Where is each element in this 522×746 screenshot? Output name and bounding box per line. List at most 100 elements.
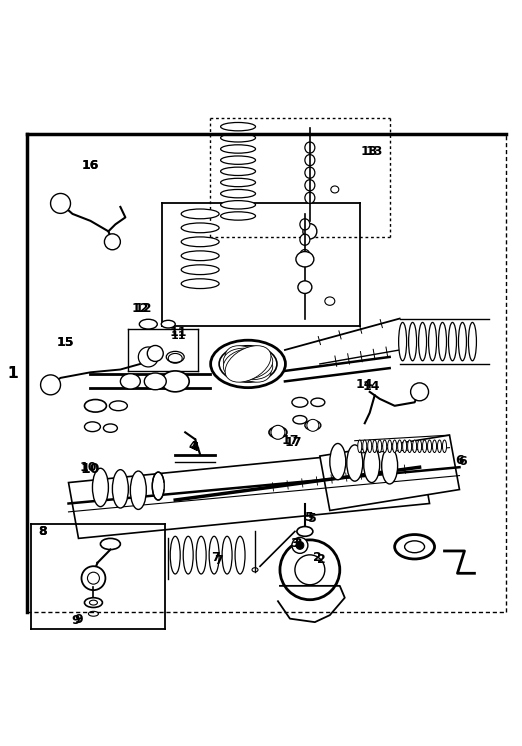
Ellipse shape — [402, 440, 407, 453]
Ellipse shape — [458, 322, 467, 361]
Circle shape — [88, 572, 99, 584]
Polygon shape — [68, 448, 430, 539]
Text: 13: 13 — [361, 145, 378, 157]
Ellipse shape — [152, 472, 164, 500]
Ellipse shape — [221, 156, 255, 164]
Ellipse shape — [235, 536, 245, 574]
Ellipse shape — [225, 345, 271, 382]
Ellipse shape — [161, 371, 189, 392]
Ellipse shape — [305, 142, 315, 153]
Ellipse shape — [330, 443, 346, 480]
Ellipse shape — [221, 134, 255, 142]
Text: 11: 11 — [171, 331, 186, 341]
Text: 7: 7 — [213, 554, 222, 567]
Ellipse shape — [92, 468, 109, 507]
Ellipse shape — [112, 470, 128, 508]
Text: 11: 11 — [170, 326, 187, 339]
Ellipse shape — [297, 527, 313, 536]
Ellipse shape — [221, 178, 255, 186]
Text: 14: 14 — [363, 380, 381, 393]
Ellipse shape — [222, 536, 232, 574]
Ellipse shape — [161, 320, 175, 328]
Polygon shape — [278, 586, 345, 622]
Ellipse shape — [412, 440, 417, 453]
Ellipse shape — [399, 322, 407, 361]
Text: 17: 17 — [284, 436, 302, 448]
Text: 6: 6 — [455, 454, 464, 467]
Ellipse shape — [298, 281, 312, 293]
Ellipse shape — [418, 440, 422, 453]
Ellipse shape — [305, 421, 321, 430]
Circle shape — [295, 555, 325, 585]
Ellipse shape — [221, 145, 255, 153]
Ellipse shape — [300, 219, 310, 230]
Text: 3: 3 — [293, 537, 302, 551]
Ellipse shape — [88, 611, 99, 616]
Ellipse shape — [103, 424, 117, 433]
Ellipse shape — [130, 471, 146, 510]
Text: 1: 1 — [7, 366, 18, 380]
Ellipse shape — [223, 348, 272, 380]
Ellipse shape — [395, 535, 434, 559]
Ellipse shape — [311, 398, 325, 407]
Ellipse shape — [305, 192, 315, 204]
Ellipse shape — [221, 122, 255, 131]
Ellipse shape — [211, 340, 286, 388]
Ellipse shape — [221, 189, 255, 198]
Ellipse shape — [325, 297, 335, 305]
Text: 12: 12 — [135, 301, 152, 315]
Ellipse shape — [383, 440, 387, 453]
Circle shape — [41, 375, 61, 395]
Ellipse shape — [433, 440, 436, 453]
Ellipse shape — [121, 374, 140, 389]
Text: 10: 10 — [81, 462, 100, 476]
Text: 1: 1 — [7, 366, 18, 380]
Circle shape — [271, 425, 285, 439]
Ellipse shape — [363, 440, 367, 453]
Text: 15: 15 — [57, 336, 74, 349]
Circle shape — [411, 383, 429, 401]
Polygon shape — [320, 435, 459, 510]
Ellipse shape — [181, 209, 219, 219]
Ellipse shape — [221, 201, 255, 209]
Text: 7: 7 — [211, 551, 219, 565]
Ellipse shape — [358, 440, 362, 453]
Ellipse shape — [378, 440, 382, 453]
Ellipse shape — [468, 322, 477, 361]
Ellipse shape — [388, 440, 392, 453]
Circle shape — [280, 540, 340, 600]
Text: 13: 13 — [366, 145, 383, 157]
Ellipse shape — [367, 440, 372, 453]
Ellipse shape — [305, 167, 315, 178]
Ellipse shape — [443, 440, 446, 453]
Ellipse shape — [382, 448, 398, 484]
Ellipse shape — [438, 322, 446, 361]
Text: 4: 4 — [189, 440, 197, 453]
Ellipse shape — [269, 427, 287, 438]
Text: 17: 17 — [281, 434, 299, 447]
Ellipse shape — [252, 568, 258, 572]
Ellipse shape — [373, 440, 377, 453]
Ellipse shape — [448, 322, 456, 361]
Text: 5: 5 — [309, 513, 317, 525]
Circle shape — [104, 233, 121, 250]
Ellipse shape — [181, 279, 219, 289]
Ellipse shape — [429, 322, 436, 361]
Ellipse shape — [181, 223, 219, 233]
Circle shape — [138, 347, 158, 367]
Ellipse shape — [303, 224, 317, 239]
Text: 4: 4 — [191, 441, 199, 454]
Ellipse shape — [223, 348, 272, 380]
Ellipse shape — [409, 322, 417, 361]
Ellipse shape — [292, 398, 308, 407]
Ellipse shape — [139, 319, 157, 329]
Text: 8: 8 — [38, 525, 47, 538]
Ellipse shape — [89, 600, 98, 605]
Ellipse shape — [305, 154, 315, 166]
Ellipse shape — [437, 440, 442, 453]
Ellipse shape — [181, 237, 219, 247]
Ellipse shape — [196, 536, 206, 574]
Text: 5: 5 — [305, 511, 314, 524]
Ellipse shape — [166, 351, 184, 363]
Ellipse shape — [181, 251, 219, 260]
